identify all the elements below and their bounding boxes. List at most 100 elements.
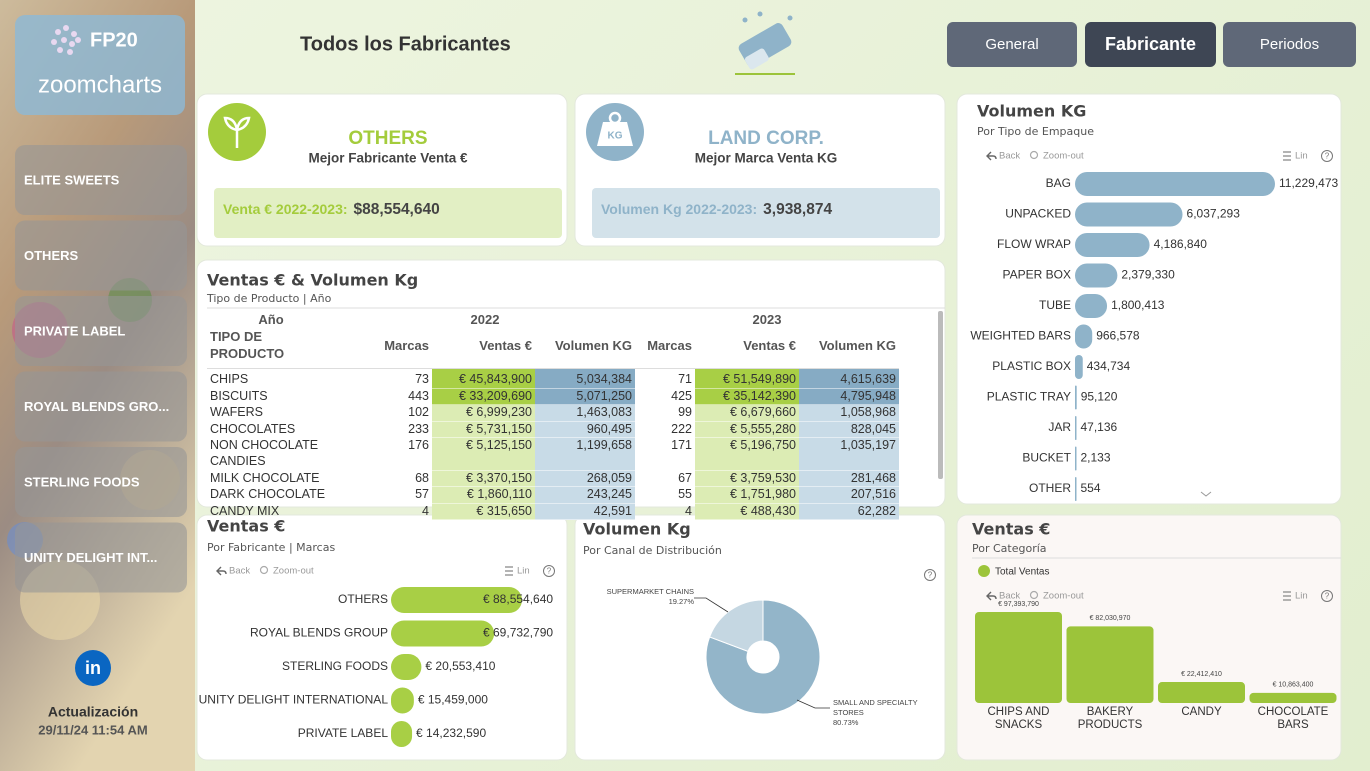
slice-label: SUPERMARKET CHAINS 19.27% — [598, 587, 694, 607]
kpi-icon-text: KG — [608, 131, 623, 142]
header-cell: 2023 — [752, 312, 782, 327]
chart-subtitle: Por Categoría — [972, 542, 1047, 555]
bar — [391, 687, 414, 714]
back-icon[interactable] — [216, 566, 227, 576]
filter-button[interactable] — [15, 296, 187, 366]
filter-label[interactable]: OTHERS — [24, 248, 79, 263]
slice-category: SMALL AND SPECIALTY STORES — [833, 698, 918, 717]
logo-dot — [57, 47, 63, 53]
table-cell: 55 — [635, 486, 695, 504]
page-title: Todos los Fabricantes — [300, 33, 511, 55]
value-label: 95,120 — [1081, 390, 1118, 404]
table-cell: CHOCOLATES — [207, 421, 335, 439]
list-icon — [1283, 151, 1291, 161]
table-cell: 243,245 — [535, 486, 635, 504]
table-row: MILK CHOCOLATE 68 € 3,370,150 268,059 67 € 3,… — [207, 470, 899, 488]
back-icon[interactable] — [986, 591, 997, 601]
category-label: OTHER — [1029, 481, 1071, 495]
table-cell: € 5,731,150 — [432, 421, 535, 439]
table-cell: BISCUITS — [207, 388, 335, 406]
header-cell: Ventas € — [479, 337, 532, 353]
bar — [391, 587, 522, 613]
table-cell: 425 — [635, 388, 695, 406]
nav-label[interactable]: Periodos — [1260, 36, 1319, 53]
leader-line — [796, 699, 830, 709]
weight-icon — [597, 122, 633, 146]
zoom-button[interactable]: Zoom-out — [1043, 591, 1084, 602]
column — [975, 612, 1062, 703]
table-row: CHIPS 73 € 45,843,900 5,034,384 71 € 51,549,8… — [207, 368, 899, 389]
filter-label[interactable]: ROYAL BLENDS GRO... — [24, 399, 169, 414]
logo-text: FP20 — [90, 29, 138, 51]
filter-label[interactable]: STERLING FOODS — [24, 474, 140, 489]
table-cell: 42,591 — [535, 503, 635, 521]
back-icon[interactable] — [986, 151, 997, 161]
filter-label[interactable]: ELITE SWEETS — [24, 172, 120, 187]
table-cell: € 33,209,690 — [432, 388, 535, 406]
category-label: BAKERY PRODUCTS — [1077, 706, 1143, 731]
category-label: PLASTIC BOX — [992, 359, 1071, 373]
back-button[interactable]: Back — [999, 151, 1020, 162]
nav-label[interactable]: General — [985, 36, 1038, 53]
value-label: 47,136 — [1081, 420, 1118, 434]
column — [1158, 682, 1245, 703]
lin-button[interactable]: Lin — [1295, 151, 1308, 162]
table-cell: CHIPS — [207, 368, 335, 389]
bar — [1075, 416, 1077, 440]
table-cell: 222 — [635, 421, 695, 439]
back-button[interactable]: Back — [999, 591, 1020, 602]
nav-button[interactable] — [1085, 22, 1216, 67]
table-cell: MILK CHOCOLATE — [207, 470, 335, 488]
zoom-button[interactable]: Zoom-out — [273, 566, 314, 577]
filter-label[interactable]: PRIVATE LABEL — [24, 323, 125, 338]
category-label: JAR — [1048, 420, 1071, 434]
header-cell: Volumen KG — [818, 337, 896, 353]
table-cell: € 5,555,280 — [695, 421, 799, 439]
help-text: ? — [1325, 592, 1330, 601]
table-cell: € 315,650 — [432, 503, 535, 521]
header-row: Año 2022 2023 — [207, 311, 899, 328]
slice-category: SUPERMARKET CHAINS — [606, 587, 694, 596]
table-cell: 176 — [335, 437, 432, 471]
zoom-button[interactable]: Zoom-out — [1043, 151, 1084, 162]
linkedin-icon[interactable] — [75, 650, 111, 686]
category-label: FLOW WRAP — [997, 237, 1071, 251]
nav-button[interactable] — [947, 22, 1077, 67]
kpi-caption: Mejor Marca Venta KG — [695, 151, 838, 166]
logo-dot — [71, 31, 77, 37]
filter-button[interactable] — [15, 371, 187, 442]
value-label: € 82,030,970 — [1090, 615, 1131, 622]
nav-label[interactable]: Fabricante — [1105, 34, 1196, 54]
filter-button[interactable] — [15, 447, 187, 517]
value-label: € 14,232,590 — [416, 726, 486, 740]
update-time: 29/11/24 11:54 AM — [38, 722, 147, 737]
table-cell: € 1,860,110 — [432, 486, 535, 504]
kpi-label: Volumen Kg 2022-2023: — [601, 201, 757, 217]
lin-button[interactable]: Lin — [1295, 591, 1308, 602]
nav-button[interactable] — [1223, 22, 1356, 67]
zoom-icon — [1029, 150, 1039, 160]
value-label: 6,037,293 — [1187, 207, 1241, 221]
table-cell: 828,045 — [799, 421, 899, 439]
value-label: 554 — [1081, 481, 1101, 495]
filter-button[interactable] — [15, 522, 187, 593]
chart-title: Ventas € — [207, 517, 285, 536]
value-label: 4,186,840 — [1154, 237, 1208, 251]
logo-dot — [51, 39, 57, 45]
table-cell: 443 — [335, 388, 432, 406]
sparkle — [757, 11, 763, 17]
value-label: 966,578 — [1096, 329, 1140, 343]
header-cell: 2022 — [470, 312, 500, 327]
back-button[interactable]: Back — [229, 566, 250, 577]
table-title: Ventas € & Volumen Kg — [207, 271, 418, 290]
bar — [1075, 202, 1183, 227]
table-cell: € 35,142,390 — [695, 388, 799, 406]
filter-button[interactable] — [15, 145, 187, 215]
lin-button[interactable]: Lin — [517, 566, 530, 577]
kpi-line: Venta € 2022-2023: $88,554,640 — [223, 201, 440, 218]
filter-button[interactable] — [15, 220, 187, 291]
filter-label[interactable]: UNITY DELIGHT INT... — [24, 550, 157, 565]
category-label: WEIGHTED BARS — [970, 329, 1071, 343]
table-cell: 233 — [335, 421, 432, 439]
bar — [1075, 324, 1093, 349]
